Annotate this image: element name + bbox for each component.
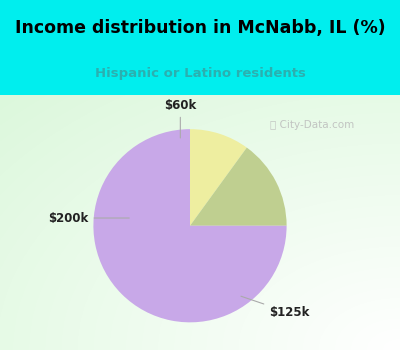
Text: Hispanic or Latino residents: Hispanic or Latino residents	[94, 67, 306, 80]
Text: $200k: $200k	[48, 211, 129, 224]
Wedge shape	[190, 129, 247, 226]
Text: $125k: $125k	[241, 296, 310, 319]
Text: Income distribution in McNabb, IL (%): Income distribution in McNabb, IL (%)	[15, 19, 385, 37]
Wedge shape	[190, 148, 286, 226]
Text: ⓘ City-Data.com: ⓘ City-Data.com	[270, 120, 354, 130]
Text: $60k: $60k	[164, 99, 196, 138]
Wedge shape	[94, 129, 286, 322]
